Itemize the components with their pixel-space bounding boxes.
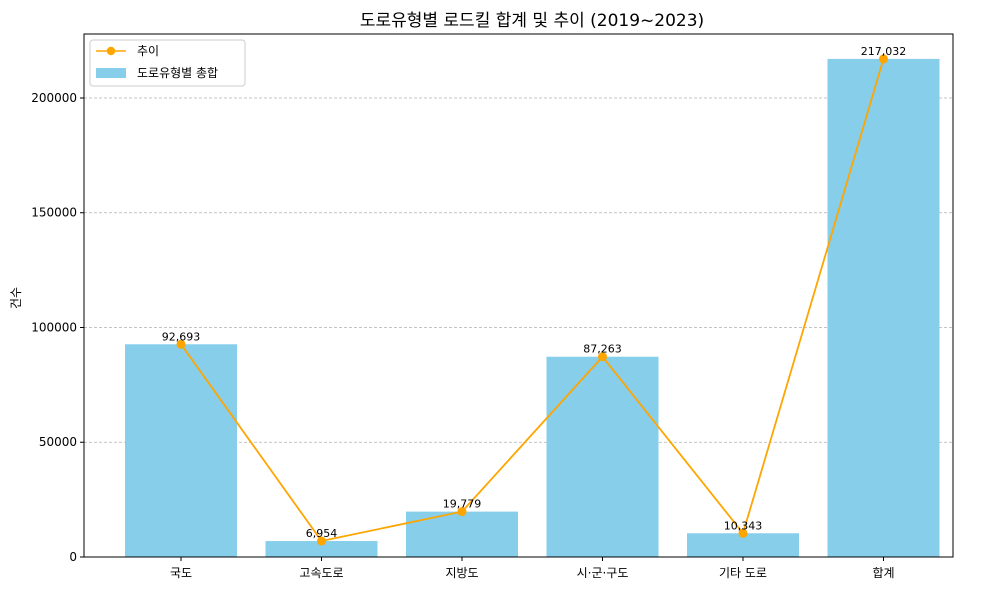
trend-point	[598, 352, 607, 362]
legend: 추이 도로유형별 총합	[89, 39, 246, 87]
chart-title: 도로유형별 로드킬 합계 및 추이 (2019~2023)	[360, 11, 704, 31]
data-label: 217,032	[861, 45, 907, 58]
y-tick-label: 100000	[31, 320, 77, 334]
legend-box	[89, 39, 246, 87]
bar	[546, 356, 659, 557]
data-label: 6,954	[306, 527, 338, 540]
x-tick-label: 지방도	[445, 566, 478, 580]
bar	[827, 58, 940, 558]
x-tick-label: 기타 도로	[719, 566, 767, 580]
trend-point	[738, 528, 748, 538]
trend-point	[879, 54, 888, 64]
y-tick-label: 0	[69, 550, 77, 564]
x-axis-ticks: 국도 고속도로 지방도 시·군·구도 기타 도로 합계	[170, 557, 895, 580]
data-label: 92,693	[162, 330, 201, 343]
legend-bar-swatch	[96, 68, 126, 78]
data-label: 10,343	[724, 519, 763, 532]
bar-series	[125, 58, 940, 558]
trend-line	[180, 58, 885, 543]
bar	[406, 511, 518, 557]
bar	[265, 541, 378, 557]
x-tick-label: 국도	[170, 566, 192, 580]
trend-point	[457, 507, 467, 517]
data-labels: 92,693 6,954 19,779 87,263 10,343 217,032	[162, 45, 907, 540]
bar	[687, 533, 799, 557]
data-label: 87,263	[583, 343, 622, 356]
plot-frame	[83, 33, 954, 558]
y-tick-label: 150000	[31, 206, 77, 220]
y-tick-label: 50000	[39, 435, 77, 449]
y-tick-label: 200000	[31, 91, 77, 105]
y-axis-label: 건수	[9, 287, 23, 309]
x-tick-label: 합계	[872, 566, 894, 580]
x-tick-label: 고속도로	[299, 566, 343, 580]
line-series	[176, 54, 888, 546]
legend-label-bar: 도로유형별 총합	[137, 66, 218, 80]
bar	[125, 344, 237, 557]
legend-label-line: 추이	[137, 44, 159, 58]
data-label: 19,779	[443, 498, 482, 511]
y-axis-ticks: 0 50000 100000 150000 200000	[31, 91, 84, 564]
legend-line-marker	[106, 46, 116, 56]
trend-point	[317, 536, 326, 546]
x-tick-label: 시·군·구도	[577, 566, 629, 580]
trend-point	[176, 339, 186, 349]
